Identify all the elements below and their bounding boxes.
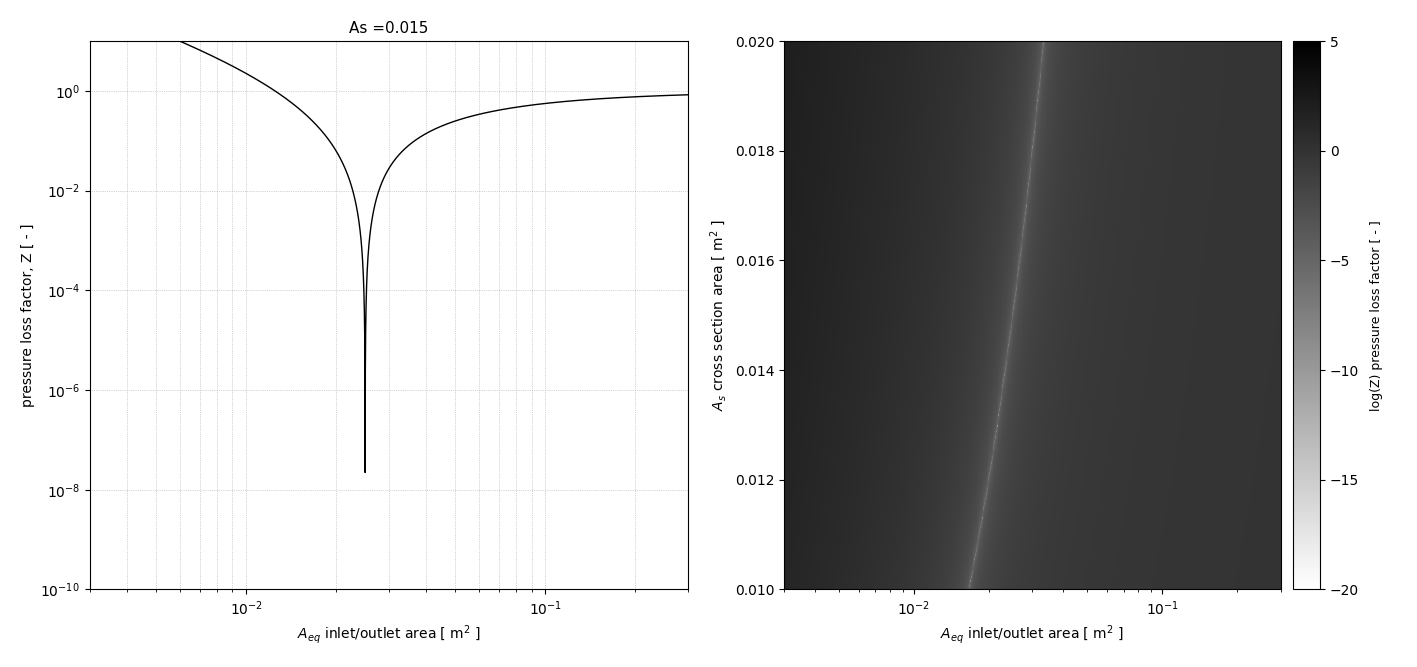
Title: As =0.015: As =0.015: [349, 21, 428, 36]
X-axis label: $A_{eq}$ inlet/outlet area [ m$^2$ ]: $A_{eq}$ inlet/outlet area [ m$^2$ ]: [298, 623, 480, 646]
X-axis label: $A_{eq}$ inlet/outlet area [ m$^2$ ]: $A_{eq}$ inlet/outlet area [ m$^2$ ]: [941, 623, 1124, 646]
Y-axis label: log(Z) pressure loss factor [ - ]: log(Z) pressure loss factor [ - ]: [1370, 220, 1383, 411]
Y-axis label: $A_s$ cross section area [ m$^2$ ]: $A_s$ cross section area [ m$^2$ ]: [708, 219, 730, 411]
Y-axis label: pressure loss factor, Z [ - ]: pressure loss factor, Z [ - ]: [21, 223, 35, 407]
